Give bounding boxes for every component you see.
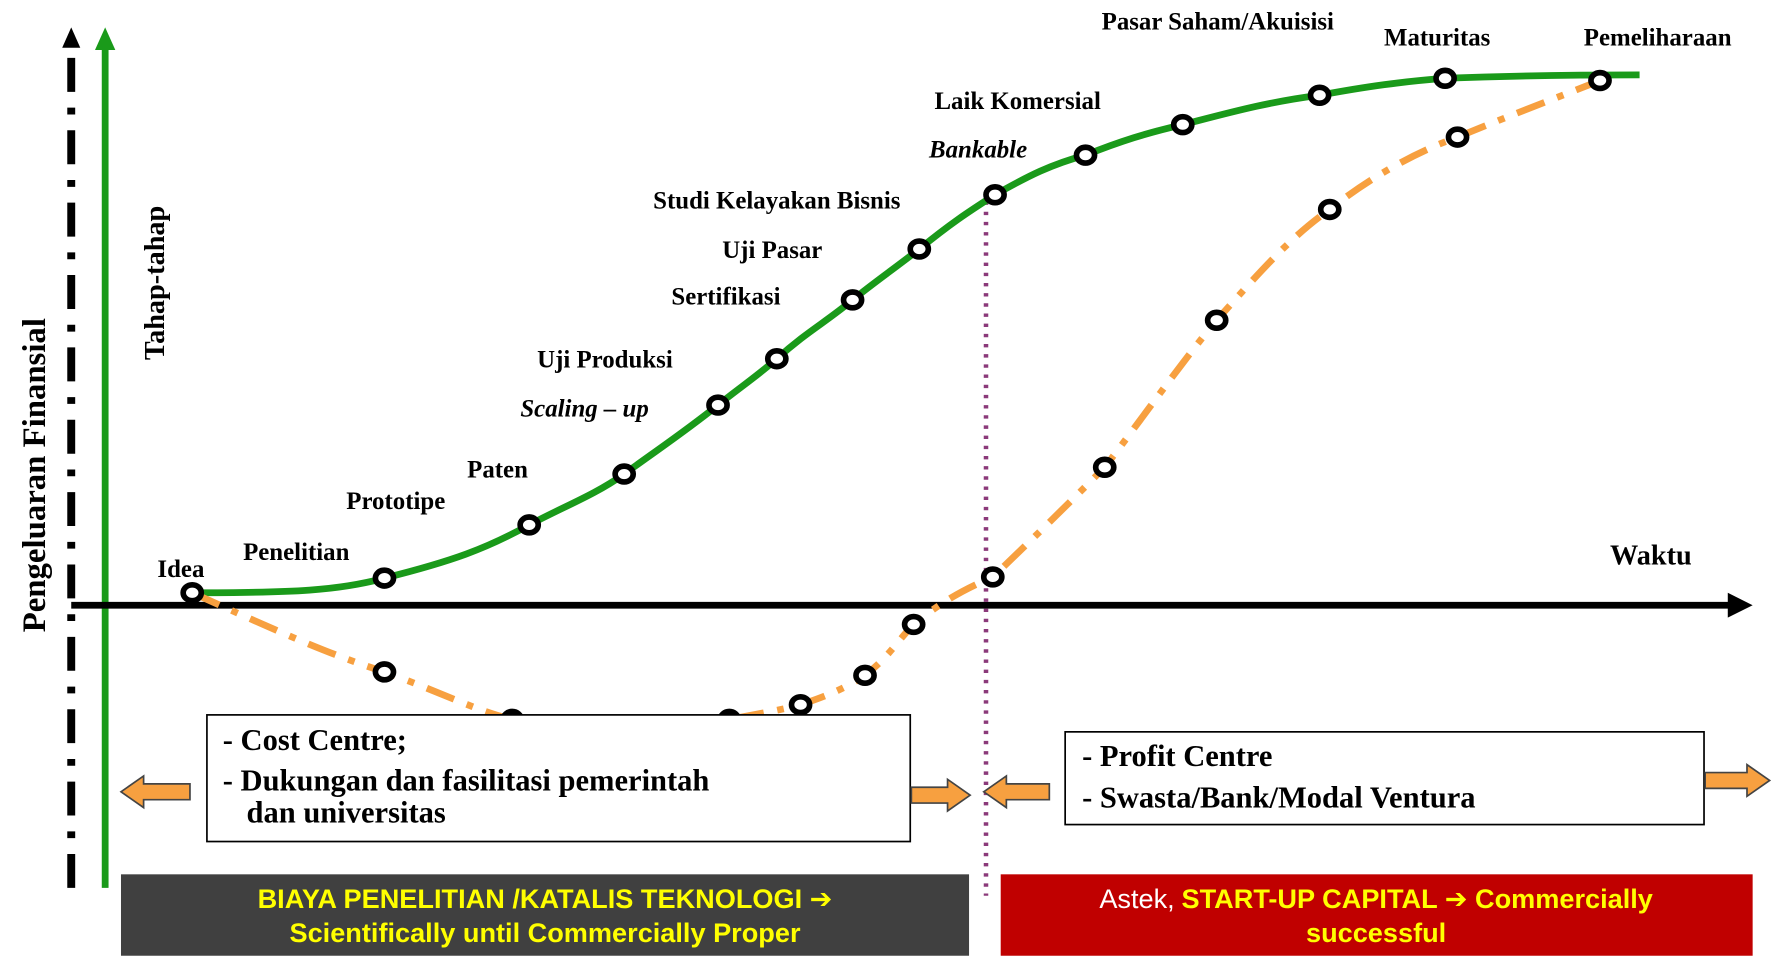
stage-label: Pasar Saham/Akuisisi <box>1102 9 1334 36</box>
stage-dot <box>706 394 730 416</box>
stage-dot <box>372 567 397 589</box>
stage-label: Paten <box>467 456 528 483</box>
block-arrow <box>1704 763 1772 798</box>
stage-dot <box>1317 198 1342 221</box>
stage-label: Penelitian <box>243 539 350 566</box>
stage-dot <box>764 347 789 370</box>
x-axis-label: Waktu <box>1610 541 1692 572</box>
banner-text: successful <box>1306 917 1446 948</box>
stage-dot <box>788 693 813 716</box>
stage-label: Uji Produksi <box>537 347 673 374</box>
stage-dot <box>840 289 865 311</box>
stage-dot <box>517 514 542 536</box>
stage-dot <box>1092 456 1117 479</box>
stage-dot <box>180 582 205 604</box>
profit-box <box>1064 731 1705 826</box>
stage-dot <box>1433 67 1457 90</box>
stage-dot <box>1588 69 1612 92</box>
y-axis-label: Pengeluaran Finansial <box>17 318 53 632</box>
box-text: - Swasta/Bank/Modal Ventura <box>1082 781 1475 815</box>
stage-dot <box>372 661 397 683</box>
banner-text: BIAYA PENELITIAN /KATALIS TEKNOLOGI ➔ <box>258 883 833 914</box>
arrow-head <box>62 27 81 48</box>
stage-label: Studi Kelayakan Bisnis <box>653 187 901 214</box>
stage-dot <box>1307 84 1332 106</box>
box-text: - Cost Centre; <box>223 723 407 757</box>
stage-dot <box>1445 126 1470 148</box>
arrow-head <box>1727 592 1753 618</box>
stage-label: Maturitas <box>1384 24 1491 51</box>
stage-dot <box>1073 144 1098 166</box>
box-text: dan universitas <box>247 795 446 829</box>
banner-text: Astek, START-UP CAPITAL ➔ Commercially <box>1099 883 1653 914</box>
stage-dot <box>853 664 877 687</box>
stage-dot <box>901 613 926 636</box>
stage-label: Pemeliharaan <box>1584 24 1732 51</box>
block-arrow <box>119 774 191 810</box>
block-arrow <box>910 777 972 813</box>
banner-prefix: Astek, <box>1099 883 1174 914</box>
right-banner <box>1000 874 1753 956</box>
stage-label: Prototipe <box>346 488 445 515</box>
stage-axis-label: Tahap-tahap <box>140 206 171 360</box>
dots <box>180 67 1612 746</box>
stage-label: Laik Komersial <box>934 88 1101 115</box>
banner-text: START-UP CAPITAL ➔ Commercially <box>1182 883 1653 914</box>
orange-curve <box>190 77 1602 739</box>
banner-text: Scientifically until Commercially Proper <box>290 917 801 948</box>
stage-dot <box>980 566 1005 588</box>
stage-dot <box>1204 309 1229 332</box>
box-text: - Dukungan dan fasilitasi pemerintah <box>223 764 710 798</box>
stage-label: Uji Pasar <box>722 237 822 264</box>
stage-dot <box>1170 113 1195 136</box>
arrow-head <box>94 27 116 51</box>
stage-label: Idea <box>157 556 205 583</box>
stage-dot <box>907 238 932 260</box>
left-banner <box>120 874 970 956</box>
block-arrow <box>982 774 1051 810</box>
box-text: - Profit Centre <box>1082 739 1272 773</box>
cost-box <box>206 714 912 843</box>
stage-label: Scaling – up <box>520 395 648 422</box>
stage-dot <box>612 463 637 485</box>
stage-dot <box>983 184 1007 206</box>
stage-label: Sertifikasi <box>671 283 780 310</box>
stage-label: Bankable <box>928 136 1027 163</box>
